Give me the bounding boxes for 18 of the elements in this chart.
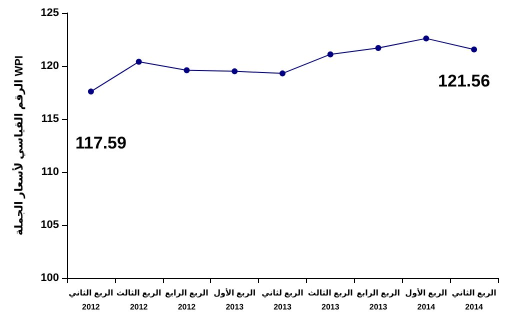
y-tick-label: 105 — [40, 219, 59, 231]
data-label: 117.59 — [75, 134, 126, 153]
point — [280, 70, 286, 76]
point — [471, 46, 478, 52]
y-tick-label: 110 — [41, 166, 59, 178]
y-tick-label: 115 — [41, 113, 59, 125]
point — [136, 58, 142, 65]
point — [232, 68, 238, 74]
y-tick-label: 125 — [40, 7, 59, 19]
data-label: 121.56 — [438, 71, 490, 90]
point — [423, 35, 430, 42]
point — [375, 44, 382, 51]
point — [184, 67, 190, 74]
y-axis-title: الرقم القياسي لأسعار الجملة WPI — [12, 55, 26, 236]
y-tick-label: 120 — [40, 60, 59, 72]
y-tick-label: 100 — [40, 272, 59, 284]
point — [88, 88, 94, 95]
point — [327, 51, 334, 58]
